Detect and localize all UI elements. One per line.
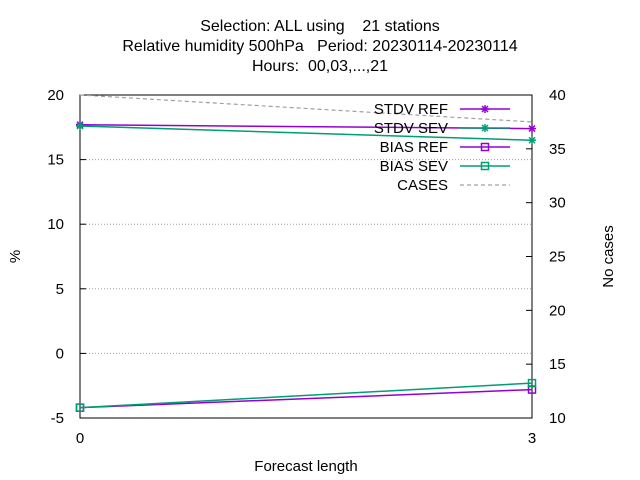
data-point-bias-sev [527,378,537,388]
y2-tick-label: 20 [549,302,566,319]
y-tick-label: 0 [56,345,64,362]
chart-title-line-2: Relative humidity 500hPa Period: 2023011… [122,38,518,55]
series-line-bias-sev [79,382,533,409]
plot-frame [79,94,533,419]
y2-tick-label: 40 [549,87,566,104]
y2-tick-label: 30 [549,195,566,212]
y-tick-label: -5 [51,410,64,427]
axis-ticks: -5 0 5 10 15 20 10 15 20 25 30 35 40 0 3 [47,87,565,447]
data-point-stdv-sev [76,122,84,131]
legend-marker-bias-sev [480,161,490,171]
x-axis-label: Forecast length [254,458,357,475]
legend-label-bias-ref: BIAS REF [380,139,448,156]
y-tick-label: 10 [47,216,64,233]
data-point-stdv-ref [528,124,536,133]
y2-axis-label: No cases [600,225,617,288]
data-point-bias-sev [75,403,85,412]
chart-title-line-3: Hours: 00,03,...,21 [251,58,389,75]
legend-marker-bias-ref [480,142,490,152]
y-tick-label: 5 [56,281,64,298]
legend-marker-stdv-ref [481,105,489,113]
y2-tick-label: 15 [549,356,566,373]
chart-title-line-1: Selection: ALL using 21 stations [200,18,440,35]
series-line-stdv-sev [79,125,533,141]
series-line-cases [79,94,533,123]
y-axis-label: % [7,250,24,263]
series-group [75,94,537,412]
y2-tick-label: 10 [549,410,566,427]
legend-label-bias-sev: BIAS SEV [380,158,448,175]
y-tick-label: 20 [47,87,64,104]
legend-marker-stdv-sev [481,124,489,132]
x-tick-label: 0 [76,430,84,447]
legend-label-stdv-ref: STDV REF [374,101,448,118]
legend: STDV REF STDV SEV BIAS REF BIAS SEV CASES [374,101,510,194]
x-tick-label: 3 [528,430,536,447]
y2-tick-label: 25 [549,249,566,266]
grid-lines [80,159,532,354]
legend-label-cases: CASES [397,177,448,194]
data-point-stdv-sev [528,136,536,145]
legend-label-stdv-sev: STDV SEV [374,120,448,137]
y2-tick-label: 35 [549,141,566,158]
series-line-bias-ref [79,388,533,409]
series-line-stdv-ref [79,123,533,130]
y-tick-label: 15 [47,152,64,169]
